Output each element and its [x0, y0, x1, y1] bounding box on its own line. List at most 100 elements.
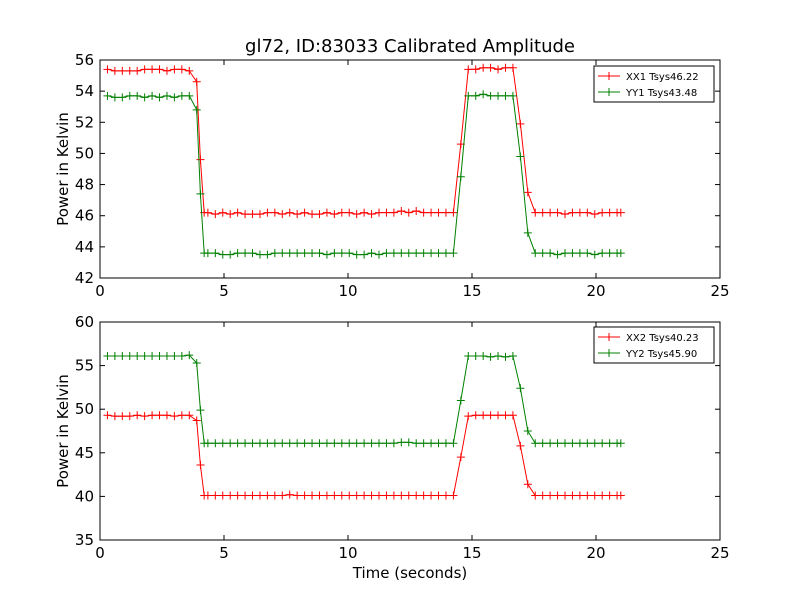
legend-box	[593, 326, 715, 364]
data-point	[185, 351, 194, 360]
legend-label: XX2 Tsys40.23	[626, 333, 699, 344]
data-point	[322, 208, 331, 217]
data-point	[590, 210, 599, 219]
data-point	[561, 249, 569, 258]
legend-box	[593, 65, 715, 103]
data-point	[248, 439, 257, 448]
data-point	[464, 352, 473, 361]
data-point	[375, 491, 383, 500]
data-point	[575, 249, 584, 258]
data-point	[103, 65, 112, 74]
figure-title: gl72, ID:83033 Calibrated Amplitude	[245, 36, 575, 57]
data-point	[270, 439, 279, 448]
data-point	[110, 352, 119, 361]
series-1	[103, 411, 625, 500]
data-point	[568, 249, 577, 258]
data-point	[419, 249, 428, 258]
data-point	[464, 412, 473, 421]
series-2	[103, 90, 625, 259]
data-point	[125, 91, 134, 100]
data-point	[471, 352, 480, 361]
x-tick-label: 10	[338, 544, 357, 562]
data-point	[508, 352, 517, 361]
data-point	[382, 208, 391, 217]
x-tick-label: 5	[219, 544, 229, 562]
data-point	[575, 439, 584, 448]
data-point	[397, 491, 406, 500]
data-point	[177, 91, 186, 100]
data-point	[218, 250, 227, 259]
data-point	[278, 439, 287, 448]
data-point	[270, 208, 279, 217]
x-tick-label: 15	[462, 282, 481, 300]
data-point	[412, 249, 421, 258]
data-point	[270, 249, 279, 258]
data-point	[285, 439, 294, 448]
data-point	[486, 63, 495, 72]
data-point	[382, 491, 391, 500]
data-point	[315, 491, 324, 500]
data-point	[494, 352, 503, 361]
data-point	[575, 491, 584, 500]
data-point	[263, 250, 272, 259]
data-point	[155, 93, 164, 102]
series-2	[103, 351, 625, 448]
data-point	[501, 352, 510, 361]
data-point	[241, 210, 250, 219]
data-point	[125, 412, 134, 421]
data-point	[125, 352, 134, 361]
legend-marker	[605, 72, 613, 80]
data-point	[118, 66, 127, 75]
data-point	[538, 208, 547, 217]
data-point	[203, 208, 212, 217]
data-point	[233, 439, 242, 448]
data-point	[583, 491, 592, 500]
data-point	[375, 250, 383, 259]
data-point	[133, 66, 142, 75]
data-point	[575, 208, 584, 217]
data-point	[397, 249, 406, 258]
data-point	[330, 491, 339, 500]
data-point	[449, 439, 458, 448]
data-point	[494, 65, 503, 74]
data-point	[308, 439, 317, 448]
legend-marker	[605, 333, 613, 341]
data-point	[192, 358, 201, 367]
data-point	[434, 439, 443, 448]
data-point	[479, 90, 488, 99]
data-point	[248, 491, 257, 500]
data-point	[590, 491, 599, 500]
data-point	[605, 249, 614, 258]
data-point	[196, 461, 205, 470]
data-point	[583, 249, 592, 258]
data-point	[226, 491, 235, 500]
data-point	[118, 412, 127, 421]
y-axis-label: Power in Kelvin	[54, 374, 72, 488]
y-axis-label: Power in Kelvin	[54, 112, 72, 226]
data-point	[360, 250, 369, 259]
data-point	[598, 208, 607, 217]
data-point	[590, 250, 599, 259]
data-point	[352, 439, 361, 448]
data-point	[367, 439, 376, 448]
x-tick-label: 20	[586, 282, 605, 300]
data-point	[479, 63, 488, 72]
data-point	[162, 91, 171, 100]
data-point	[616, 491, 625, 500]
data-point	[345, 439, 354, 448]
data-point	[553, 491, 562, 500]
data-point	[211, 249, 220, 258]
data-point	[162, 411, 171, 420]
data-point	[285, 249, 294, 258]
data-point	[367, 210, 376, 219]
data-point	[196, 189, 205, 198]
data-point	[456, 453, 465, 462]
data-point	[211, 439, 220, 448]
data-point	[471, 91, 480, 100]
y-tick-label: 55	[75, 357, 94, 375]
data-point	[218, 208, 227, 217]
data-point	[192, 105, 201, 114]
data-point	[523, 480, 532, 489]
data-point	[375, 439, 383, 448]
data-point	[538, 491, 547, 500]
